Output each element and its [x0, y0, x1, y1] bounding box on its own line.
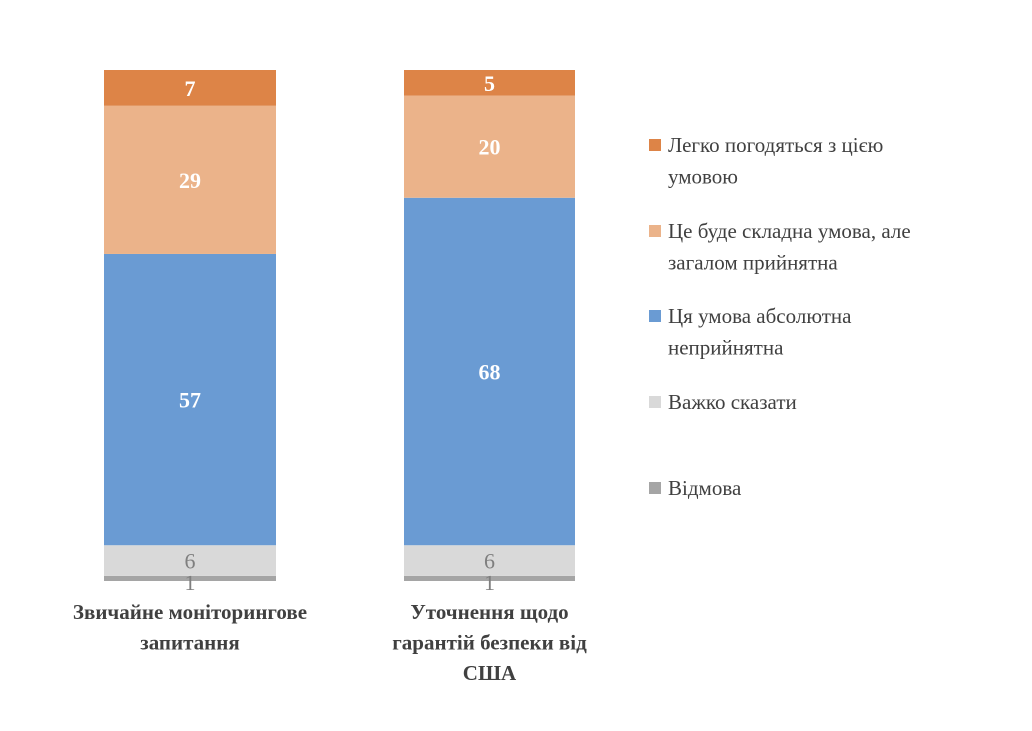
legend-swatch [649, 225, 661, 237]
bar-segment [104, 545, 276, 576]
legend-label: Легко погодяться з цією [668, 133, 883, 157]
legend-label: Відмова [668, 476, 742, 500]
legend-label: Ця умова абсолютна [668, 304, 852, 328]
legend-item: Важко сказати [649, 390, 797, 414]
bar-segment [404, 197, 575, 546]
legend-label: неприйнятна [668, 336, 784, 360]
data-label: 29 [179, 168, 201, 193]
bar-segment [104, 575, 276, 581]
bar-segment [104, 253, 276, 546]
bar-segment [104, 70, 276, 106]
data-label: 6 [484, 549, 495, 574]
legend-item: Відмова [649, 476, 742, 500]
data-label: 1 [185, 570, 196, 595]
legend-label: Важко сказати [668, 390, 797, 414]
bar-segment [404, 95, 575, 198]
legend-label: загалом прийнятна [668, 251, 838, 275]
data-label: 68 [479, 359, 501, 384]
data-label: 57 [179, 388, 201, 413]
legend-swatch [649, 139, 661, 151]
category-label: гарантій безпеки від [392, 631, 587, 655]
legend-item: Легко погодяться з цією умовою [649, 133, 883, 189]
legend-item: Це буде складна умова, але загалом прийня… [649, 219, 911, 275]
data-label: 1 [484, 570, 495, 595]
bar-segment [404, 70, 575, 96]
category-label: Уточнення щодо [410, 600, 568, 624]
legend-swatch [649, 310, 661, 322]
category-label: США [463, 661, 517, 685]
legend-swatch [649, 396, 661, 408]
category-label: Звичайне моніторингове [73, 600, 307, 624]
data-label: 7 [185, 76, 196, 101]
legend-item: Ця умова абсолютна неприйнятна [649, 304, 852, 360]
bar-segment [404, 545, 575, 576]
data-label: 6 [185, 549, 196, 574]
bar-segment [104, 105, 276, 254]
data-label: 5 [484, 71, 495, 96]
data-label: 20 [479, 135, 501, 160]
category-label: запитання [140, 631, 240, 655]
bar-segment [404, 575, 575, 581]
legend-swatch [649, 482, 661, 494]
legend-label: умовою [668, 165, 738, 189]
legend-label: Це буде складна умова, але [668, 219, 911, 243]
